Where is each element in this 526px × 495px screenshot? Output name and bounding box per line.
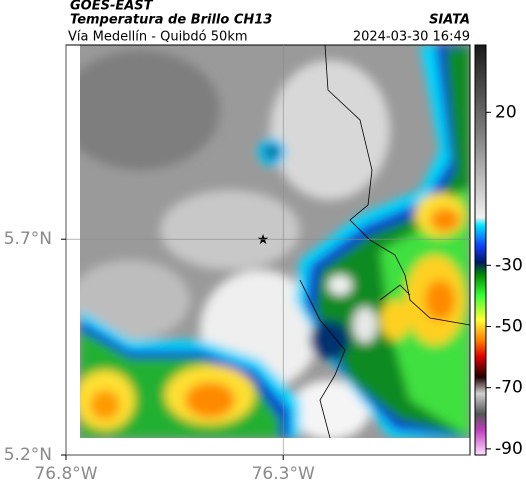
colorbar-tick-label: -30: [495, 255, 523, 275]
colorbar: [474, 44, 487, 456]
colorbar-tick-label: 20: [495, 102, 517, 122]
marker-star: ★: [257, 232, 270, 248]
satellite-image: [80, 45, 470, 438]
colorbar-tick-label: -90: [495, 439, 523, 459]
title: Temperatura de Brillo CH13: [70, 13, 272, 28]
datetime: 2024-03-30 16:49: [353, 30, 470, 45]
y-tick-label: 5.2°N: [4, 445, 52, 465]
agency: SIATA: [429, 13, 470, 28]
source: GOES-EAST: [70, 0, 154, 14]
x-tick-label: 76.8°W: [34, 464, 97, 484]
colorbar-tick-label: -70: [495, 378, 523, 398]
colorbar-tick-label: -50: [495, 316, 523, 336]
subtitle: Vía Medellín - Quibdó 50km: [68, 30, 248, 45]
y-tick-label: 5.7°N: [4, 229, 52, 249]
x-tick-label: 76.3°W: [252, 464, 315, 484]
